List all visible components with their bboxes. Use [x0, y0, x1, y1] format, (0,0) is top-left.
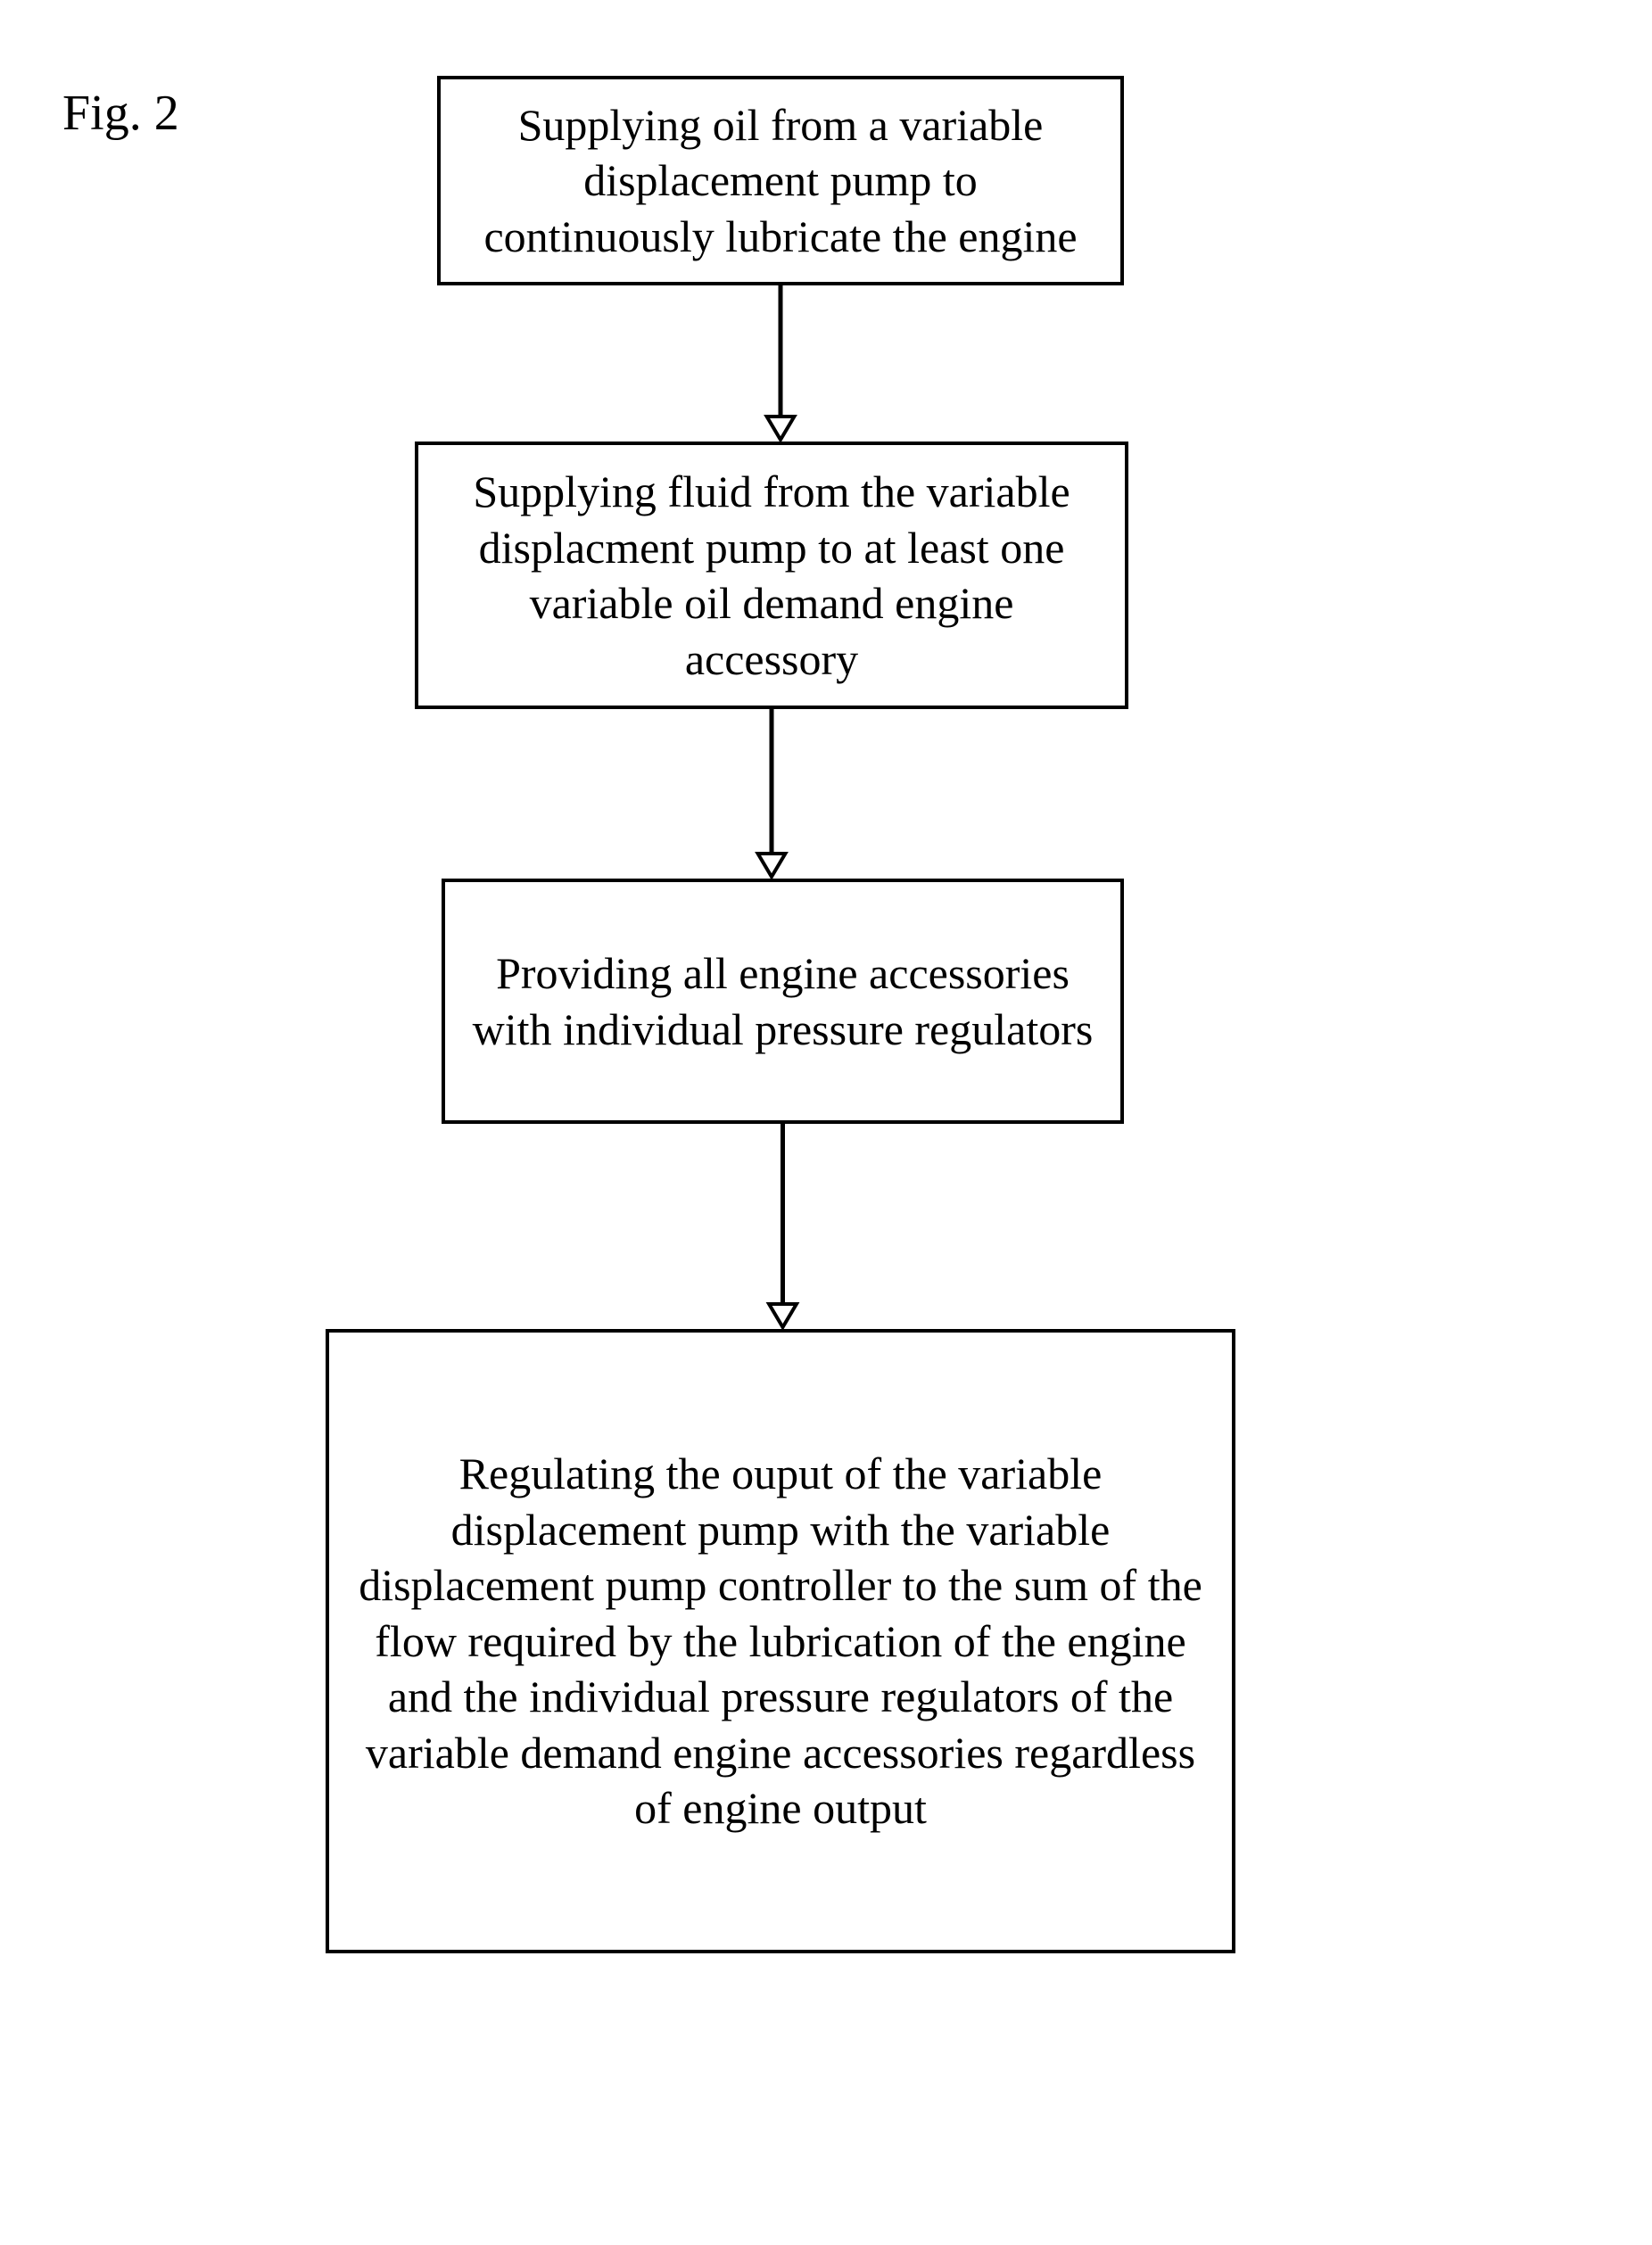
- figure-canvas: Fig. 2 Supplying oil from a variable dis…: [0, 0, 1652, 2245]
- flowchart-edge: [0, 0, 1652, 2245]
